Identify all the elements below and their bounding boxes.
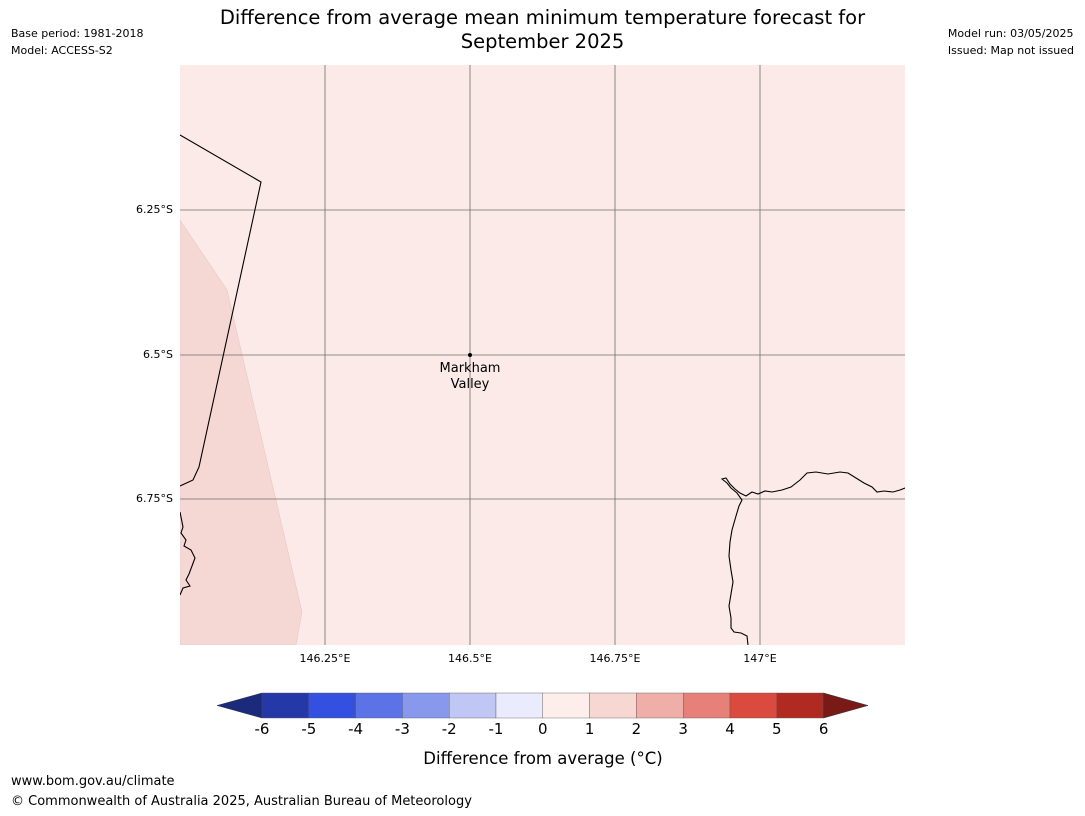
markham-valley-marker [468,353,472,357]
colorbar-tick-label: -4 [348,720,363,738]
model-run-text: Model run: 03/05/2025 [947,27,1074,40]
colorbar-segment [355,692,403,719]
colorbar-segment [542,692,590,719]
east-coastline [720,471,905,645]
colorbar-segment [495,692,543,719]
lon-label-146-5: 146.5°E [448,652,492,665]
west-coastline [180,511,196,596]
map-area: Markham Valley 6.25°S 6.5°S 6.75°S 146.2… [136,65,905,665]
province-border [180,134,262,487]
colorbar-tick-label: 2 [632,720,642,738]
colorbar-tick-label: 4 [725,720,735,738]
colorbar-segment [308,692,356,719]
metadata-left: Base period: 1981-2018 Model: ACCESS-S2 [11,25,143,59]
colorbar-tick-label: 5 [772,720,782,738]
colorbar-segment [636,692,684,719]
colorbar-tick-label: 0 [538,720,548,738]
colorbar-tick-label: 1 [585,720,595,738]
lat-label-6-25: 6.25°S [136,203,173,216]
colorbar: -6 -5 -4 -3 -2 -1 0 1 2 3 4 5 6 Difference from aver… [216,692,869,768]
issued-text: Issued: Map not issued [947,44,1074,57]
copyright-text: © Commonwealth of Australia 2025, Austra… [11,794,472,809]
lon-label-146-25: 146.25°E [300,652,351,665]
colorbar-segment [589,692,637,719]
colorbar-tick-label: -2 [442,720,457,738]
colorbar-segment [729,692,777,719]
latitude-labels: 6.25°S 6.5°S 6.75°S [136,203,173,505]
warm-anomaly-region [180,219,303,645]
lat-label-6-5: 6.5°S [143,348,173,361]
colorbar-segments [216,692,869,719]
colorbar-segment [449,692,497,719]
map-title: Difference from average mean minimum tem… [180,6,905,54]
longitude-labels: 146.25°E 146.5°E 146.75°E 147°E [300,652,777,665]
title-line-1: Difference from average mean minimum tem… [219,6,866,29]
lon-label-147: 147°E [743,652,776,665]
metadata-right: Model run: 03/05/2025 Issued: Map not is… [948,25,1074,59]
colorbar-tick-label: -3 [395,720,410,738]
place-label-line-2: Valley [451,377,490,392]
lon-label-146-75: 146.75°E [590,652,641,665]
colorbar-ticks: -6 -5 -4 -3 -2 -1 0 1 2 3 4 5 6 [255,720,829,738]
colorbar-segment [261,692,309,719]
base-period-text: Base period: 1981-2018 [11,27,144,40]
colorbar-segment [683,692,731,719]
colorbar-tick-label: 6 [819,720,829,738]
model-text: Model: ACCESS-S2 [11,44,113,57]
bom-url: www.bom.gov.au/climate [11,774,175,789]
colorbar-label: Difference from average (°C) [423,749,662,768]
colorbar-tick-label: 3 [678,720,688,738]
title-line-2: September 2025 [460,30,625,53]
colorbar-extend-high [823,692,869,719]
colorbar-tick-label: -5 [301,720,316,738]
colorbar-extend-low [216,692,263,719]
colorbar-tick-label: -1 [489,720,504,738]
lat-label-6-75: 6.75°S [136,492,173,505]
place-label-line-1: Markham [440,361,501,376]
colorbar-tick-label: -6 [255,720,270,738]
colorbar-segment [402,692,450,719]
colorbar-segment [776,692,824,719]
coastlines [180,134,905,645]
